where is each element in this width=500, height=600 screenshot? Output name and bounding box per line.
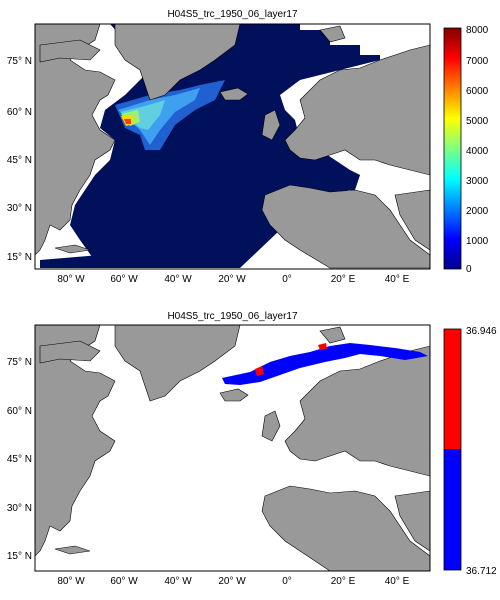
panel-2-lat-label: 75° N [7,357,32,368]
panel-1-land-eurasia [284,44,430,176]
panel-1-map [35,24,430,269]
panel-1-lat-label: 30° N [7,203,32,214]
panel-1-plume-cyan [120,100,165,130]
panel-2-lon-label: 40° W [164,576,192,587]
panel-1-lon-label: 40° W [164,274,192,285]
panel-2-frame [34,324,431,572]
panel-2-land-british-isles [261,410,281,442]
panel-1-land-north-america [35,24,116,256]
panel-1-colorbar-label: 7000 [466,56,489,67]
panel-2-colorbar-ticks: 36.946 36.712 [466,326,497,577]
panel-2-lon-label: 60° W [110,576,138,587]
panel-1-land-iceland [219,87,249,101]
panel-1-land-british-isles [261,109,281,141]
panel-1-lon-label: 80° W [57,274,85,285]
panel-1-colorbar [443,27,462,270]
panel-2-lon-label: 40° E [385,576,410,587]
panel-2-lat-axis: 75° N 60° N 45° N 30° N 15° N [7,357,32,562]
panel-1-lat-label: 15° N [7,252,32,263]
panel-2-colorbar-low [444,449,461,570]
panel-1-lon-label: 20° E [331,274,356,285]
panel-1-land-africa [261,184,430,269]
panel-1-colorbar-label: 8000 [466,25,489,36]
panel-2-map [35,325,430,571]
panel-2-lon-label: 80° W [57,576,85,587]
panel-1-frame [34,23,431,270]
panel-2-lat-label: 30° N [7,503,32,514]
panel-1-land-greenland [114,24,241,101]
panel-2-lat-label: 60° N [7,406,32,417]
panel-1-plume-red [124,119,131,124]
panel-2-title: H04S5_trc_1950_06_layer17 [167,311,298,322]
panel-2-lon-label: 20° W [218,576,246,587]
panel-1-lon-label: 40° E [385,274,410,285]
panel-2-land-arabia [394,490,430,552]
panel-2-land-iceland [219,388,249,402]
panel-2-tracer-red [255,366,264,376]
panel-1-land-cuba [54,244,91,254]
panel-1-colorbar-label: 0 [466,264,472,275]
panel-2-lon-label: 0° [282,576,292,587]
panel-2-colorbar-label: 36.712 [466,566,497,577]
panel-2-colorbar-frame [443,328,462,571]
panel-2-land-canadian-arctic [39,340,101,364]
panel-1-lon-axis: 80° W 60° W 40° W 20° W 0° 20° E 40° E [57,274,409,285]
panel-2-land-svalbard [319,326,346,344]
panel-1-ocean-field-mediterranean [295,168,360,190]
panel-1-colorbar-label: 6000 [466,86,489,97]
panel-1-lat-label: 45° N [7,155,32,166]
panel-2-land-north-america [35,325,116,557]
panel-1-colorbar-label: 5000 [466,116,489,127]
panel-1-lon-label: 0° [282,274,292,285]
panel-1-colorbar-label: 2000 [466,206,489,217]
panel-1-colorbar-label: 3000 [466,176,489,187]
panel-2-land-eurasia [284,345,430,477]
panel-1-ocean-field-caribbean [40,255,110,268]
panel-2-land-africa [261,485,430,571]
panel-2-lat-label: 45° N [7,454,32,465]
panel-1-colorbar-ticks: 0 1000 2000 3000 4000 5000 6000 7000 800… [466,25,489,275]
panel-2-land-cuba [54,545,91,555]
panel-2-colorbar-label: 36.946 [466,326,497,337]
panel-1-lon-label: 20° W [218,274,246,285]
panel-2-tracer-red-patch [318,343,327,350]
panel-1-title: H04S5_trc_1950_06_layer17 [167,9,298,20]
panel-2-land-greenland [114,325,241,402]
panel-1-land-canadian-arctic [39,39,101,63]
panel-2-tracer-blue [222,343,428,385]
panel-2-lat-label: 15° N [7,551,32,562]
panel-1-lat-label: 60° N [7,107,32,118]
panel-1-land-svalbard [319,25,346,43]
panel-1-plume-mid [118,88,200,145]
panel-1-land-arabia [394,189,430,251]
panel-2-lon-label: 20° E [331,576,356,587]
panel-1-lat-axis: 75° N 60° N 45° N 30° N 15° N [7,56,32,263]
panel-1-lon-label: 60° W [110,274,138,285]
panel-2-colorbar-high [444,329,461,449]
panel-1-lat-label: 75° N [7,56,32,67]
panel-1-colorbar-label: 1000 [466,236,489,247]
panel-1-colorbar-label: 4000 [466,146,489,157]
panel-2-lon-axis: 80° W 60° W 40° W 20° W 0° 20° E 40° E [57,576,409,587]
